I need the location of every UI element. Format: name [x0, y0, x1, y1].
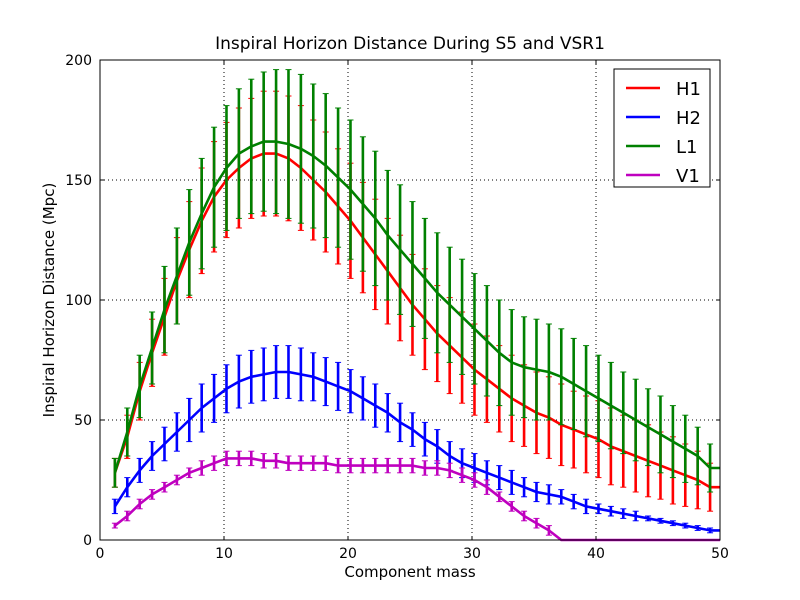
x-tick-label: 50	[711, 546, 729, 562]
series-line	[113, 140, 720, 474]
legend-label: V1	[676, 166, 700, 187]
series-line	[113, 370, 720, 532]
x-tick-label: 10	[215, 546, 233, 562]
legend: H1 H2 L1 V1	[613, 68, 711, 188]
y-tick-label: 100	[65, 293, 92, 309]
chart-title: Inspiral Horizon Distance During S5 and …	[215, 34, 605, 54]
legend-label: H1	[676, 79, 701, 100]
y-axis-label: Inspiral Horizon Distance (Mpc)	[40, 183, 58, 418]
x-axis-label: Component mass	[344, 563, 475, 581]
ticks: 0 10 20 30 40 50 0 50 100 150 200	[65, 53, 729, 562]
series-line	[113, 152, 720, 489]
x-tick-label: 40	[587, 546, 605, 562]
y-tick-label: 200	[65, 53, 92, 69]
series-L1	[111, 69, 720, 493]
y-tick-label: 150	[65, 173, 92, 189]
series-layer	[111, 69, 720, 542]
series-H2	[111, 345, 720, 534]
x-tick-label: 0	[96, 546, 105, 562]
y-tick-label: 0	[83, 533, 92, 549]
y-tick-label: 50	[74, 413, 92, 429]
x-tick-label: 20	[339, 546, 357, 562]
legend-label: H2	[676, 108, 701, 129]
x-tick-label: 30	[463, 546, 481, 562]
legend-label: L1	[676, 137, 697, 158]
